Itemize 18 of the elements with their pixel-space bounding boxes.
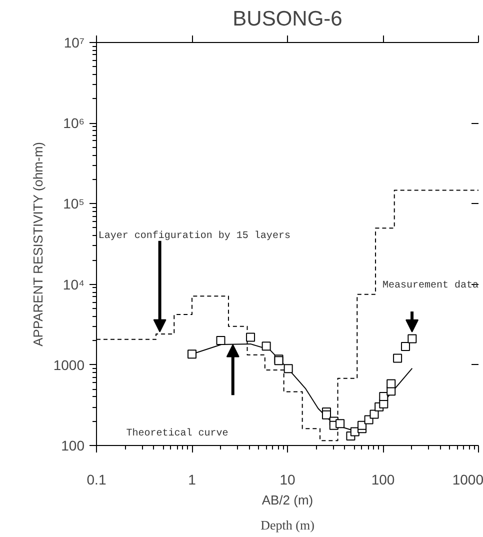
annotation: Theoretical curve [126,427,228,440]
x-tick-label: 1000 [452,472,483,488]
annotation: Measurement data [382,280,478,292]
text: Depth (m) [260,518,314,532]
y-tick-label: 10⁶ [63,115,85,132]
y-tick-label: 10⁵ [63,196,85,212]
y-tick-label: 10⁴ [62,276,85,292]
chart-title: BUSONG-6 [232,8,342,30]
x-tick-label: 1 [188,472,196,488]
x-tick-label: 0.1 [86,472,106,488]
x-tick-label: 100 [371,472,395,488]
y-tick-label: 10⁷ [64,34,85,50]
annotation: Layer configuration by 15 layers [98,230,290,242]
x-axis-title: AB/2 (m) [262,492,314,508]
y-tick-label: 100 [61,438,85,454]
y-tick-label: 1000 [53,356,85,373]
y-axis-title: APPARENT RESISTIVITY (ohm-m) [30,142,46,346]
x-tick-label: 10 [280,472,296,488]
